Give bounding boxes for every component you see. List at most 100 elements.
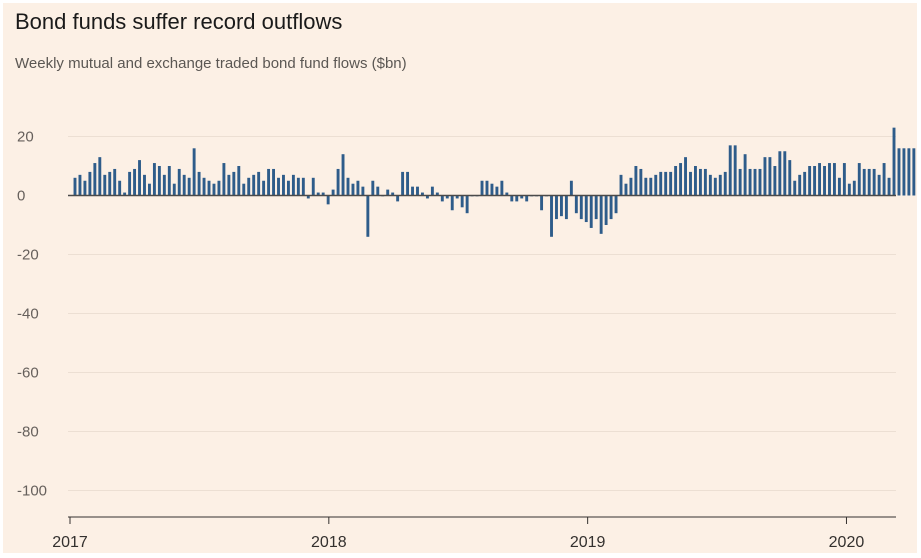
bar — [768, 157, 772, 196]
y-tick-label: 0 — [17, 188, 25, 205]
bar — [113, 168, 117, 196]
bar — [252, 174, 256, 196]
bar — [773, 166, 777, 196]
bar — [818, 163, 822, 196]
bar — [157, 166, 161, 196]
bar — [649, 177, 653, 196]
chart-subtitle: Weekly mutual and exchange traded bond f… — [15, 55, 407, 72]
bar — [708, 174, 712, 196]
bar — [138, 160, 141, 196]
bar — [753, 168, 757, 196]
bar — [430, 186, 434, 196]
chart-title: Bond funds suffer record outflows — [15, 9, 343, 34]
bar — [267, 168, 271, 196]
bar — [391, 192, 395, 196]
y-tick-label: 20 — [17, 129, 34, 146]
bar — [411, 186, 414, 196]
bars — [73, 127, 916, 237]
bar — [847, 183, 851, 196]
y-tick-label: -80 — [17, 424, 39, 441]
bar — [118, 180, 122, 196]
bar — [242, 183, 246, 196]
bar — [694, 166, 697, 196]
bar — [356, 180, 360, 196]
bar — [331, 189, 335, 196]
bar — [584, 195, 588, 223]
bar — [594, 195, 598, 220]
bar — [887, 177, 891, 196]
bar — [336, 168, 340, 196]
y-tick-label: -60 — [17, 365, 39, 382]
bar — [133, 168, 137, 196]
bar — [520, 195, 524, 199]
bar — [421, 192, 424, 196]
bar — [569, 180, 573, 196]
bar — [262, 180, 266, 196]
bar — [788, 160, 792, 196]
bar — [902, 148, 906, 196]
bar — [182, 174, 186, 196]
bar — [872, 168, 876, 196]
bar — [286, 180, 290, 196]
bar — [88, 171, 92, 196]
bar — [674, 166, 678, 196]
bar — [654, 174, 658, 196]
bar — [187, 177, 191, 196]
bar — [698, 168, 702, 196]
bar — [609, 195, 613, 220]
bar — [803, 171, 807, 196]
bar — [435, 192, 439, 196]
bar — [515, 195, 519, 202]
bar — [589, 195, 593, 228]
axes: 20 0 -20 -40 -60 -80 -100 2017 2018 2019 2020 — [17, 129, 896, 551]
bar — [123, 192, 127, 196]
bar — [341, 154, 345, 196]
bar — [306, 195, 310, 199]
bar — [440, 195, 444, 202]
bar — [227, 174, 231, 196]
bar — [738, 168, 742, 196]
bar — [465, 195, 469, 214]
bar — [386, 189, 390, 196]
bar-chart: 20 0 -20 -40 -60 -80 -100 2017 2018 2019 2020 — [17, 127, 916, 551]
bar — [425, 195, 429, 199]
bar — [326, 195, 330, 205]
bar — [604, 195, 608, 225]
bar — [852, 180, 856, 196]
bar — [599, 195, 603, 234]
bar — [83, 180, 87, 196]
bar — [828, 163, 831, 196]
bar — [857, 163, 861, 196]
bar — [291, 174, 295, 196]
bar — [237, 166, 241, 196]
bar — [907, 148, 911, 196]
bar — [664, 171, 668, 196]
bar — [232, 171, 236, 196]
bar — [401, 171, 405, 196]
bar — [192, 148, 196, 196]
bar — [877, 174, 881, 196]
gridlines — [68, 136, 896, 491]
bar — [897, 148, 901, 196]
bar — [495, 186, 499, 196]
x-tick-label: 2020 — [829, 534, 865, 551]
bar — [644, 177, 648, 196]
bar — [823, 166, 826, 196]
bar — [564, 195, 568, 220]
bar — [550, 195, 553, 237]
bar — [659, 171, 663, 196]
bar — [728, 145, 732, 196]
bar — [460, 195, 464, 208]
x-tick-label: 2018 — [311, 534, 347, 551]
bar — [108, 171, 112, 196]
bar — [202, 177, 206, 196]
bar — [798, 174, 802, 196]
bar — [669, 171, 673, 196]
bar — [629, 177, 633, 196]
bar — [808, 166, 812, 196]
bar — [505, 192, 509, 196]
bar — [162, 174, 166, 196]
bar — [892, 127, 896, 196]
bar — [416, 186, 419, 196]
bar — [396, 195, 400, 202]
